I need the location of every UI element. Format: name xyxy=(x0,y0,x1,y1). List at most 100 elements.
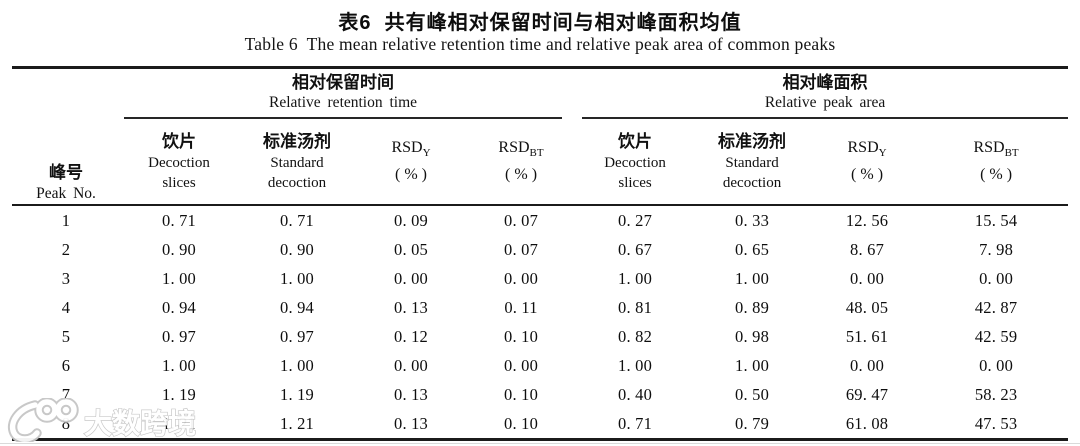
subheader-rpa-standard-decoction: 标准汤剂 Standard decoction xyxy=(694,119,811,206)
cell-peak-no: 5 xyxy=(61,326,71,346)
cell: 1. 00 xyxy=(280,355,314,375)
table-row: 4 0. 94 0. 94 0. 13 0. 11 0. 81 0. 89 48. 05 42.… xyxy=(12,293,1068,322)
cell: 0. 82 xyxy=(618,326,653,346)
cell-peak-no: 7 xyxy=(61,384,71,404)
cell: 0. 33 xyxy=(735,210,770,230)
subheader-rrt-rsd-y: RSDY ( % ) xyxy=(356,119,466,206)
group-header-relative-retention-time: 相对保留时间 Relative retention time xyxy=(120,68,576,119)
group-header-relative-peak-area: 相对峰面积 Relative peak area xyxy=(576,68,1069,119)
cell: 1. 19 xyxy=(280,384,314,404)
subheader-rpa-rsd-y: RSDY ( % ) xyxy=(810,119,925,206)
cell: 0. 00 xyxy=(504,355,539,375)
cell: 0. 00 xyxy=(504,268,539,288)
cell: 1. 21 xyxy=(162,413,196,433)
cell: 0. 07 xyxy=(504,239,539,259)
cell: 1. 00 xyxy=(280,268,314,288)
cell: 0. 07 xyxy=(504,210,539,230)
cell-peak-no: 2 xyxy=(61,239,71,259)
cell-peak-no: 1 xyxy=(61,210,71,230)
table-title-zh: 表6 共有峰相对保留时间与相对峰面积均值 xyxy=(338,12,742,34)
cell-peak-no: 8 xyxy=(61,413,71,433)
cell: 0. 12 xyxy=(394,326,428,346)
subheader-rpa-rsd-bt: RSDBT ( % ) xyxy=(924,119,1069,206)
cell-peak-no: 3 xyxy=(61,268,71,288)
cell: 0. 81 xyxy=(618,297,653,317)
cell: 1. 00 xyxy=(735,268,770,288)
cell: 1. 00 xyxy=(162,355,196,375)
cell: 0. 94 xyxy=(280,297,314,317)
cell: 42. 59 xyxy=(974,326,1018,346)
table-row: 6 1. 00 1. 00 0. 00 0. 00 1. 00 1. 00 0. 00 0. 0… xyxy=(12,351,1068,380)
subheader-rrt-rsd-bt: RSDBT ( % ) xyxy=(466,119,577,206)
cell: 0. 00 xyxy=(394,268,428,288)
cell: 51. 61 xyxy=(845,326,889,346)
cell: 0. 10 xyxy=(504,413,539,433)
cell: 0. 27 xyxy=(618,210,653,230)
table-row: 7 1. 19 1. 19 0. 13 0. 10 0. 40 0. 50 69. 47 58.… xyxy=(12,380,1068,409)
cell: 8. 67 xyxy=(850,239,885,259)
table-row: 1 0. 71 0. 71 0. 09 0. 07 0. 27 0. 33 12. 56 15.… xyxy=(12,205,1068,235)
peak-no-label-zh: 峰号 xyxy=(49,163,83,182)
cell: 0. 71 xyxy=(162,210,196,230)
cell: 0. 89 xyxy=(735,297,770,317)
cell: 0. 90 xyxy=(280,239,314,259)
cell-peak-no: 4 xyxy=(61,297,71,317)
cell: 0. 13 xyxy=(394,297,428,317)
cell: 58. 23 xyxy=(974,384,1018,404)
data-table: 峰号 Peak No. 相对保留时间 Relative retention ti… xyxy=(12,66,1069,441)
peak-no-header: 峰号 Peak No. xyxy=(12,67,120,206)
cell-peak-no: 6 xyxy=(61,355,71,375)
cell: 0. 97 xyxy=(162,326,196,346)
cell: 0. 65 xyxy=(735,239,770,259)
cell: 0. 67 xyxy=(618,239,653,259)
group-rpa-label-en: Relative peak area xyxy=(764,94,886,111)
subheader-rpa-decoction-slices: 饮片 Decoction slices xyxy=(576,119,695,206)
cell: 1. 00 xyxy=(618,355,653,375)
cell: 0. 00 xyxy=(850,268,885,288)
cell: 0. 79 xyxy=(735,413,770,433)
cell: 0. 71 xyxy=(618,413,653,433)
group-rpa-label-zh: 相对峰面积 xyxy=(782,73,868,92)
peak-no-label-en: Peak No. xyxy=(36,185,96,202)
group-rrt-label-zh: 相对保留时间 xyxy=(292,73,395,92)
table-row: 3 1. 00 1. 00 0. 00 0. 00 1. 00 1. 00 0. 00 0. 0… xyxy=(12,264,1068,293)
subheader-rrt-standard-decoction: 标准汤剂 Standard decoction xyxy=(238,119,356,206)
cell: 48. 05 xyxy=(845,297,889,317)
cell: 0. 00 xyxy=(850,355,885,375)
cell: 0. 05 xyxy=(394,239,428,259)
cell: 0. 98 xyxy=(735,326,770,346)
cell: 0. 97 xyxy=(280,326,314,346)
cell: 0. 71 xyxy=(280,210,314,230)
cell: 0. 09 xyxy=(394,210,428,230)
cell: 47. 53 xyxy=(974,413,1018,433)
cell: 1. 21 xyxy=(280,413,314,433)
cell: 0. 50 xyxy=(735,384,770,404)
watermark-text: 大数跨境 xyxy=(84,408,196,439)
page-bottom-edge xyxy=(0,443,1080,444)
group-rrt-label-en: Relative retention time xyxy=(269,94,418,111)
cell: 1. 00 xyxy=(618,268,653,288)
cell: 0. 13 xyxy=(394,384,428,404)
watermark: 大数跨境 xyxy=(2,398,212,442)
cell: 0. 11 xyxy=(504,297,538,317)
cell: 0. 90 xyxy=(162,239,196,259)
subheader-rrt-decoction-slices: 饮片 Decoction slices xyxy=(120,119,238,206)
cell: 0. 10 xyxy=(504,326,539,346)
cell: 0. 00 xyxy=(394,355,428,375)
cell: 0. 00 xyxy=(979,268,1014,288)
cell: 42. 87 xyxy=(974,297,1018,317)
cell: 0. 00 xyxy=(979,355,1014,375)
table-row: 8 1. 21 1. 21 0. 13 0. 10 0. 71 0. 79 61. 08 47.… xyxy=(12,409,1068,440)
cell: 61. 08 xyxy=(845,413,889,433)
table-row: 5 0. 97 0. 97 0. 12 0. 10 0. 82 0. 98 51. 61 42.… xyxy=(12,322,1068,351)
cell: 7. 98 xyxy=(979,239,1014,259)
cell: 0. 13 xyxy=(394,413,428,433)
table-title-en: Table 6 The mean relative retention time… xyxy=(244,34,836,54)
cell: 0. 40 xyxy=(618,384,653,404)
cell: 1. 00 xyxy=(162,268,196,288)
cell: 15. 54 xyxy=(974,210,1018,230)
cell: 0. 10 xyxy=(504,384,539,404)
cell: 0. 94 xyxy=(162,297,196,317)
cell: 69. 47 xyxy=(845,384,889,404)
